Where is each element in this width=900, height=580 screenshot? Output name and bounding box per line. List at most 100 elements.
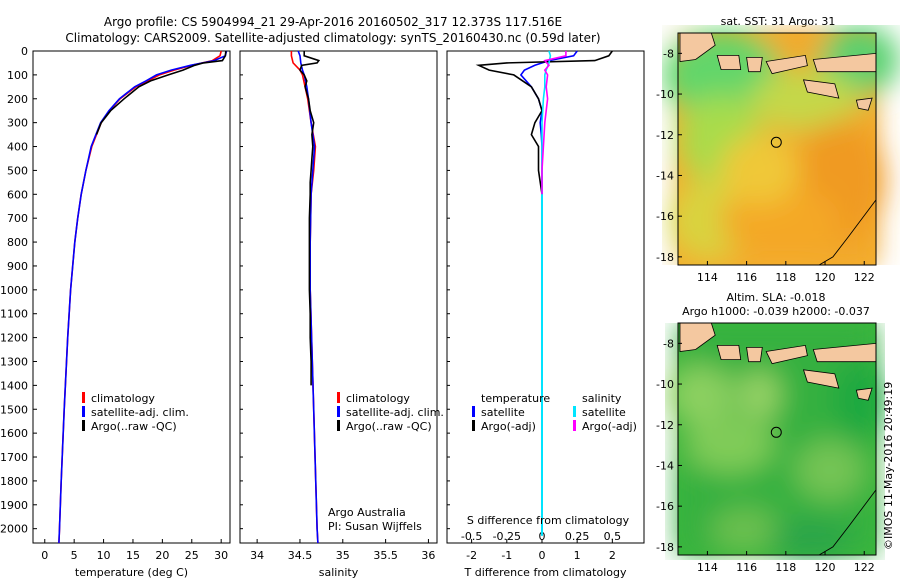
legend-title-salinity: salinity (582, 392, 622, 405)
temperature-panel-frame (32, 50, 231, 544)
sst-map-axes: 114 116 118 120 122 -8 -10 -12 -14 -16 -18 (656, 47, 875, 284)
x-tick-label: 0 (41, 549, 48, 562)
series-line-argo-raw-qc- (95, 50, 227, 135)
lon-tick-label: 114 (697, 561, 718, 574)
lon-tick-label: 122 (854, 271, 875, 284)
title-line-1: Argo profile: CS 5904994_21 29-Apr-2016 … (104, 15, 562, 29)
lat-tick-label: -14 (656, 169, 674, 182)
x-tick-label: 15 (126, 549, 140, 562)
s-tick-label: 0.5 (604, 530, 622, 543)
lat-tick-label: -14 (656, 459, 674, 472)
salinity-plot: 34 34.5 35 35.5 36 salinity (240, 50, 435, 579)
island (746, 346, 763, 363)
depth-tick-label: 1100 (0, 308, 28, 321)
lat-tick-label: -8 (663, 337, 674, 350)
legend-swatch-s-argo (573, 420, 576, 431)
lat-tick-label: -8 (663, 47, 674, 60)
x-tick-label: 2 (609, 549, 616, 562)
legend-label-climatology: climatology (91, 392, 155, 405)
series-line-argo-raw-qc- (299, 51, 321, 386)
lon-tick-label: 116 (736, 561, 757, 574)
sst-map: 114 116 118 120 122 -8 -10 -12 -14 -16 -18 (656, 25, 900, 284)
depth-tick-label: 300 (7, 117, 28, 130)
lon-tick-label: 120 (815, 561, 836, 574)
legend-label-t-argo: Argo(-adj) (481, 420, 536, 433)
argo-australia-label: Argo Australia (328, 506, 406, 519)
depth-tick-label: 1700 (0, 451, 28, 464)
lat-tick-label: -16 (656, 210, 674, 223)
lon-tick-label: 120 (815, 271, 836, 284)
depth-tick-label: 1900 (0, 499, 28, 512)
x-tick-label: 36 (421, 549, 435, 562)
depth-tick-label: 600 (7, 188, 28, 201)
lon-tick-label: 118 (775, 561, 796, 574)
lat-tick-label: -10 (656, 88, 674, 101)
depth-tick-label: 0 (21, 45, 28, 58)
depth-tick-label: 1500 (0, 403, 28, 416)
island (855, 97, 873, 111)
island (746, 57, 763, 73)
x-axis-label: T difference from climatology (464, 566, 627, 579)
legend-swatch-t-argo (472, 420, 475, 431)
pi-label: PI: Susan Wijffels (328, 520, 422, 533)
legend-label-argo: Argo(..raw -QC) (91, 420, 177, 433)
argo-location-marker (770, 136, 782, 148)
australia-coastline (818, 199, 877, 266)
x-tick-label: 34.5 (288, 549, 313, 562)
island (716, 55, 742, 70)
legend-swatch-satellite (337, 406, 340, 417)
legend-label-satellite: satellite-adj. clim. (91, 406, 189, 419)
s-tick-label: 0 (538, 530, 545, 543)
legend-label-climatology: climatology (346, 392, 410, 405)
depth-tick-label: 1200 (0, 332, 28, 345)
series-line-satellite-adj-clim- (58, 50, 228, 544)
depth-tick-label: 400 (7, 141, 28, 154)
argo-location-marker (770, 426, 782, 438)
s-tick-label: 0.25 (565, 530, 590, 543)
land-masses (679, 32, 877, 266)
x-tick-label: 35 (336, 549, 350, 562)
x-axis-label: salinity (319, 566, 359, 579)
salinity-legend: climatology satellite-adj. clim. Argo(..… (337, 392, 444, 433)
depth-tick-label: 1800 (0, 475, 28, 488)
depth-tick-label: 1000 (0, 284, 28, 297)
x-tick-label: 0 (538, 549, 545, 562)
depth-tick-label: 100 (7, 69, 28, 82)
depth-tick-label: 200 (7, 93, 28, 106)
title-line-2: Climatology: CARS2009. Satellite-adjuste… (65, 31, 600, 45)
depth-axis: 0 100 200 300 400 500 600 700 800 900 1000 1100 1200… (0, 45, 37, 536)
legend-swatch-satellite (82, 406, 85, 417)
land-masses (679, 322, 877, 556)
temperature-legend: climatology satellite-adj. clim. Argo(..… (82, 392, 189, 433)
lat-tick-label: -10 (656, 378, 674, 391)
sla-map-frame (677, 322, 877, 556)
difference-panel-frame (446, 50, 645, 544)
legend-title-temperature: temperature (481, 392, 550, 405)
island (802, 79, 840, 99)
lon-tick-label: 116 (736, 271, 757, 284)
x-tick-label: 35.5 (373, 549, 398, 562)
x-tick-label: 10 (97, 549, 111, 562)
sst-map-title: sat. SST: 31 Argo: 31 (721, 15, 836, 28)
s-tick-label: -0.5 (461, 530, 482, 543)
legend-label-t-satellite: satellite (481, 406, 525, 419)
x-tick-label: 20 (155, 549, 169, 562)
legend-swatch-s-satellite (573, 406, 576, 417)
depth-tick-label: 2000 (0, 523, 28, 536)
x-tick-label: 25 (185, 549, 199, 562)
legend-swatch-argo (82, 420, 85, 431)
legend-label-s-argo: Argo(-adj) (582, 420, 637, 433)
island (802, 369, 840, 389)
x-tick-label: 1 (574, 549, 581, 562)
lat-tick-label: -12 (656, 129, 674, 142)
depth-tick-label: 1300 (0, 355, 28, 368)
legend-swatch-climatology (82, 392, 85, 403)
depth-tick-label: 700 (7, 212, 28, 225)
x-tick-label: 5 (71, 549, 78, 562)
lat-tick-label: -18 (656, 251, 674, 264)
sla-map: 114 116 118 120 122 -8 -10 -12 -14 -16 -18 (656, 322, 885, 574)
x-tick-label: 30 (214, 549, 228, 562)
legend-label-satellite: satellite-adj. clim. (346, 406, 444, 419)
x-tick-label: 34 (250, 549, 264, 562)
